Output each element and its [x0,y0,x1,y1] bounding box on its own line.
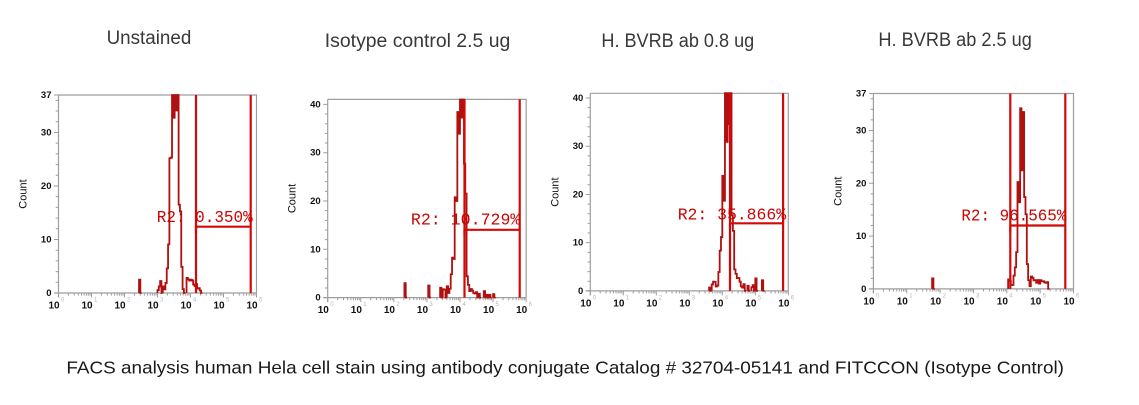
svg-text:0: 0 [876,293,880,299]
svg-text:10: 10 [997,296,1009,307]
svg-text:10: 10 [41,234,52,245]
svg-text:H. BVRB ab 0.8 ug: H. BVRB ab 0.8 ug [601,31,754,52]
svg-text:Count: Count [549,177,561,206]
svg-text:4: 4 [1009,293,1013,299]
svg-text:10: 10 [310,244,321,255]
svg-text:10: 10 [679,298,691,309]
svg-text:5: 5 [1043,293,1047,299]
svg-text:5: 5 [226,298,230,304]
svg-text:3: 3 [692,295,696,301]
svg-text:40: 40 [310,99,321,110]
svg-text:10: 10 [384,305,396,316]
svg-text:20: 20 [856,178,867,189]
svg-text:5: 5 [496,302,500,308]
svg-text:Count: Count [832,177,844,206]
svg-text:30: 30 [573,141,584,152]
svg-text:3: 3 [429,302,433,308]
svg-text:10: 10 [214,301,226,312]
svg-text:10: 10 [930,296,942,307]
svg-text:FACS analysis human Hela cell: FACS analysis human Hela cell stain usin… [66,358,1064,378]
svg-text:10: 10 [778,298,790,309]
svg-text:20: 20 [41,181,52,192]
svg-text:4: 4 [462,302,466,308]
svg-text:1: 1 [909,293,913,299]
svg-text:10: 10 [318,305,330,316]
svg-text:10: 10 [573,238,584,249]
svg-text:1: 1 [626,295,630,301]
svg-text:10: 10 [613,298,625,309]
svg-text:10: 10 [897,296,909,307]
svg-text:40: 40 [573,93,584,104]
svg-text:10: 10 [181,301,193,312]
svg-text:R2: 0.350%: R2: 0.350% [157,208,253,227]
svg-text:0: 0 [330,302,334,308]
svg-text:10: 10 [745,298,757,309]
svg-text:0: 0 [315,293,320,304]
svg-text:4: 4 [193,298,197,304]
svg-text:6: 6 [1076,293,1080,299]
svg-text:20: 20 [310,196,321,207]
svg-text:10: 10 [1064,296,1076,307]
svg-text:10: 10 [148,301,160,312]
svg-text:10: 10 [580,298,592,309]
svg-text:10: 10 [516,305,528,316]
svg-text:0: 0 [46,288,51,299]
svg-text:3: 3 [160,298,164,304]
svg-text:30: 30 [856,125,867,136]
svg-text:4: 4 [725,295,729,301]
svg-text:10: 10 [82,301,94,312]
svg-text:10: 10 [49,301,61,312]
svg-text:Count: Count [287,184,299,213]
svg-text:10: 10 [1030,296,1042,307]
svg-text:H. BVRB ab 2.5 ug: H. BVRB ab 2.5 ug [878,30,1032,51]
svg-text:2: 2 [659,295,663,301]
svg-text:10: 10 [115,301,127,312]
svg-text:2: 2 [127,298,131,304]
svg-text:5: 5 [758,295,762,301]
svg-text:R2: 35.866%: R2: 35.866% [678,206,786,225]
svg-text:Isotype control 2.5 ug: Isotype control 2.5 ug [325,31,511,52]
svg-text:30: 30 [310,148,321,159]
svg-text:10: 10 [856,231,867,242]
svg-text:Unstained: Unstained [107,28,192,49]
svg-text:10: 10 [450,305,462,316]
svg-text:0: 0 [61,298,65,304]
svg-text:20: 20 [573,189,584,200]
svg-text:37: 37 [856,89,867,100]
svg-text:10: 10 [351,305,363,316]
svg-text:2: 2 [396,302,400,308]
svg-text:10: 10 [646,298,658,309]
svg-text:6: 6 [529,302,533,308]
svg-text:37: 37 [41,90,52,101]
svg-text:1: 1 [94,298,98,304]
svg-text:3: 3 [976,293,980,299]
svg-text:10: 10 [417,305,429,316]
svg-text:0: 0 [861,284,866,295]
svg-text:R2: 96.565%: R2: 96.565% [961,206,1066,225]
svg-text:6: 6 [259,298,263,304]
svg-text:1: 1 [363,302,367,308]
svg-text:2: 2 [943,293,947,299]
svg-text:Count: Count [18,179,30,208]
svg-text:30: 30 [41,127,52,138]
svg-text:6: 6 [791,295,795,301]
svg-text:0: 0 [593,295,597,301]
svg-text:10: 10 [247,301,259,312]
svg-text:10: 10 [483,305,495,316]
svg-text:10: 10 [712,298,724,309]
svg-text:10: 10 [863,296,875,307]
svg-text:10: 10 [963,296,975,307]
svg-text:0: 0 [578,286,583,297]
svg-text:R2: 10.729%: R2: 10.729% [411,211,521,230]
